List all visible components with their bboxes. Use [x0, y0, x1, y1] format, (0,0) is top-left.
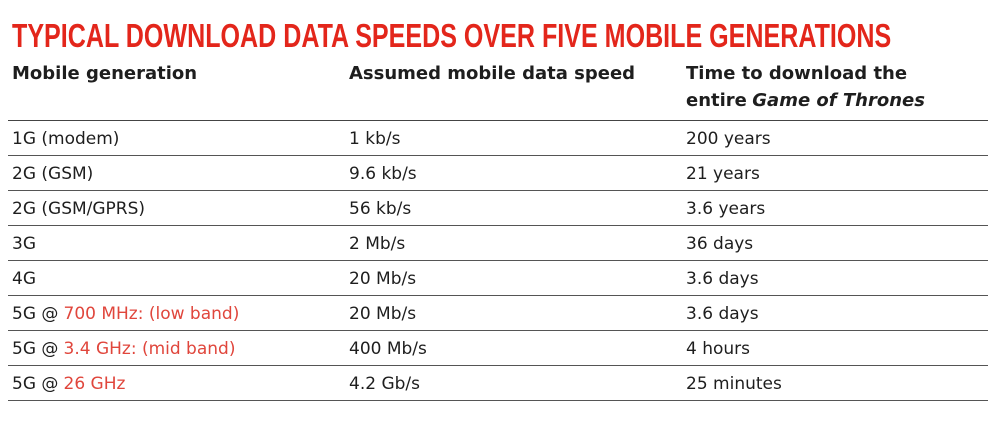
table-cell: 5G @26 GHz [8, 365, 345, 401]
table-row: 5G @700 MHz: (low band) 20 Mb/s 3.6 days [8, 295, 988, 331]
cell-text: 200 years [686, 128, 771, 149]
frequency-band: 26 GHz [63, 373, 126, 394]
table-cell: 5G @3.4 GHz: (mid band) [8, 330, 345, 366]
table-cell: 3.6 days [682, 260, 988, 296]
table-cell: 1 kb/s [345, 120, 682, 156]
cell-text: 56 kb/s [349, 198, 412, 219]
table-cell: 4 hours [682, 330, 988, 366]
table-cell: 4.2 Gb/s [345, 365, 682, 401]
table-cell: 2G (GSM) [8, 155, 345, 191]
table-cell: 3G [8, 225, 345, 261]
table-cell: 200 years [682, 120, 988, 156]
cell-text: 4 hours [686, 338, 751, 359]
generation: 1G (modem) [12, 128, 120, 149]
table-row: 2G (GSM/GPRS) 56 kb/s 3.6 years [8, 190, 988, 226]
header-text: Mobile generation [12, 63, 198, 84]
cell-text: 4.2 Gb/s [349, 373, 420, 394]
cell-text: 20 Mb/s [349, 268, 417, 289]
table-cell: 9.6 kb/s [345, 155, 682, 191]
speed-table: Mobile generation Assumed mobile data spe… [8, 58, 988, 401]
column-header: Mobile generation [8, 58, 345, 121]
table-cell: 2 Mb/s [345, 225, 682, 261]
generation: 5G @ [12, 338, 59, 359]
cell-text: 20 Mb/s [349, 303, 417, 324]
table-cell: 400 Mb/s [345, 330, 682, 366]
title: TYPICAL DOWNLOAD DATA SPEEDS OVER FIVE M… [12, 17, 892, 54]
table-cell: 56 kb/s [345, 190, 682, 226]
cell-text: 400 Mb/s [349, 338, 427, 359]
cell-text: 3.6 days [686, 303, 759, 324]
column-header: Assumed mobile data speed [345, 58, 682, 121]
cell-text: 3.6 years [686, 198, 766, 219]
cell-text: 25 minutes [686, 373, 782, 394]
table-cell: 5G @700 MHz: (low band) [8, 295, 345, 331]
cell-text: 9.6 kb/s [349, 163, 417, 184]
table-body: 1G (modem) 1 kb/s 200 years 2G (GSM) 9.6 kb/… [8, 120, 988, 401]
table-row: 1G (modem) 1 kb/s 200 years [8, 120, 988, 156]
generation: 5G @ [12, 373, 59, 394]
header-text: Assumed mobile data speed [349, 63, 636, 84]
table-row: 3G 2 Mb/s 36 days [8, 225, 988, 261]
table-cell: 3.6 years [682, 190, 988, 226]
generation: 4G [12, 268, 36, 289]
table-row: 4G 20 Mb/s 3.6 days [8, 260, 988, 296]
cell-text: 3.6 days [686, 268, 759, 289]
header-emphasis: Game of Thrones [752, 90, 925, 111]
table-cell: 21 years [682, 155, 988, 191]
cell-text: 36 days [686, 233, 754, 254]
generation: 5G @ [12, 303, 59, 324]
generation: 2G (GSM) [12, 163, 94, 184]
header-text: Time to download the entire [686, 63, 908, 111]
frequency-band: 3.4 GHz: (mid band) [63, 338, 236, 359]
table-cell: 1G (modem) [8, 120, 345, 156]
table-row: 2G (GSM) 9.6 kb/s 21 years [8, 155, 988, 191]
header-row: Mobile generation Assumed mobile data spe… [8, 58, 988, 121]
table-cell: 2G (GSM/GPRS) [8, 190, 345, 226]
table-cell: 25 minutes [682, 365, 988, 401]
table-row: 5G @26 GHz 4.2 Gb/s 25 minutes [8, 365, 988, 401]
table-cell: 36 days [682, 225, 988, 261]
frequency-band: 700 MHz: (low band) [63, 303, 240, 324]
table-cell: 4G [8, 260, 345, 296]
table-cell: 3.6 days [682, 295, 988, 331]
table-row: 5G @3.4 GHz: (mid band) 400 Mb/s 4 hours [8, 330, 988, 366]
generation: 3G [12, 233, 36, 254]
generation: 2G (GSM/GPRS) [12, 198, 146, 219]
table-cell: 20 Mb/s [345, 260, 682, 296]
column-header: Time to download the entire Game of Thron… [682, 58, 988, 121]
cell-text: 21 years [686, 163, 760, 184]
cell-text: 1 kb/s [349, 128, 401, 149]
table-cell: 20 Mb/s [345, 295, 682, 331]
cell-text: 2 Mb/s [349, 233, 406, 254]
